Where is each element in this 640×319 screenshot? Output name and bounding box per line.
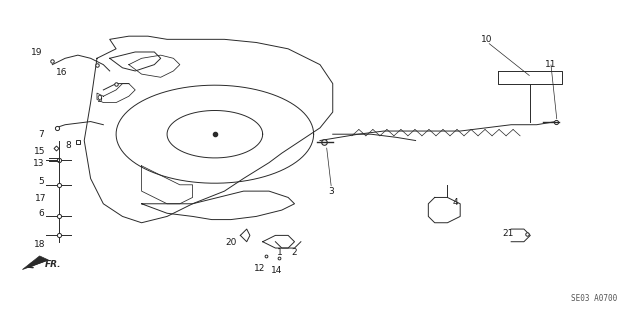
Text: 17: 17	[35, 194, 47, 203]
Text: FR.: FR.	[45, 260, 61, 269]
Text: 4: 4	[453, 198, 458, 207]
Text: 3: 3	[328, 187, 334, 196]
Text: 9: 9	[96, 95, 102, 104]
Text: 13: 13	[33, 159, 44, 168]
Text: 1: 1	[277, 248, 283, 257]
Text: 10: 10	[481, 35, 493, 44]
Text: 7: 7	[38, 130, 44, 139]
Text: 11: 11	[545, 60, 556, 69]
Text: 5: 5	[38, 177, 44, 186]
Text: 19: 19	[31, 48, 43, 57]
Text: 2: 2	[292, 248, 298, 257]
Text: 16: 16	[56, 68, 68, 77]
Polygon shape	[22, 256, 49, 270]
Text: 20: 20	[225, 238, 236, 247]
Text: 18: 18	[34, 240, 45, 249]
Text: 21: 21	[502, 229, 514, 238]
Text: 15: 15	[34, 147, 45, 156]
Text: 8: 8	[65, 141, 71, 150]
Text: 14: 14	[271, 266, 282, 275]
Text: 12: 12	[254, 264, 265, 273]
Text: SE03 A0700: SE03 A0700	[571, 294, 617, 303]
Text: 6: 6	[38, 209, 44, 218]
